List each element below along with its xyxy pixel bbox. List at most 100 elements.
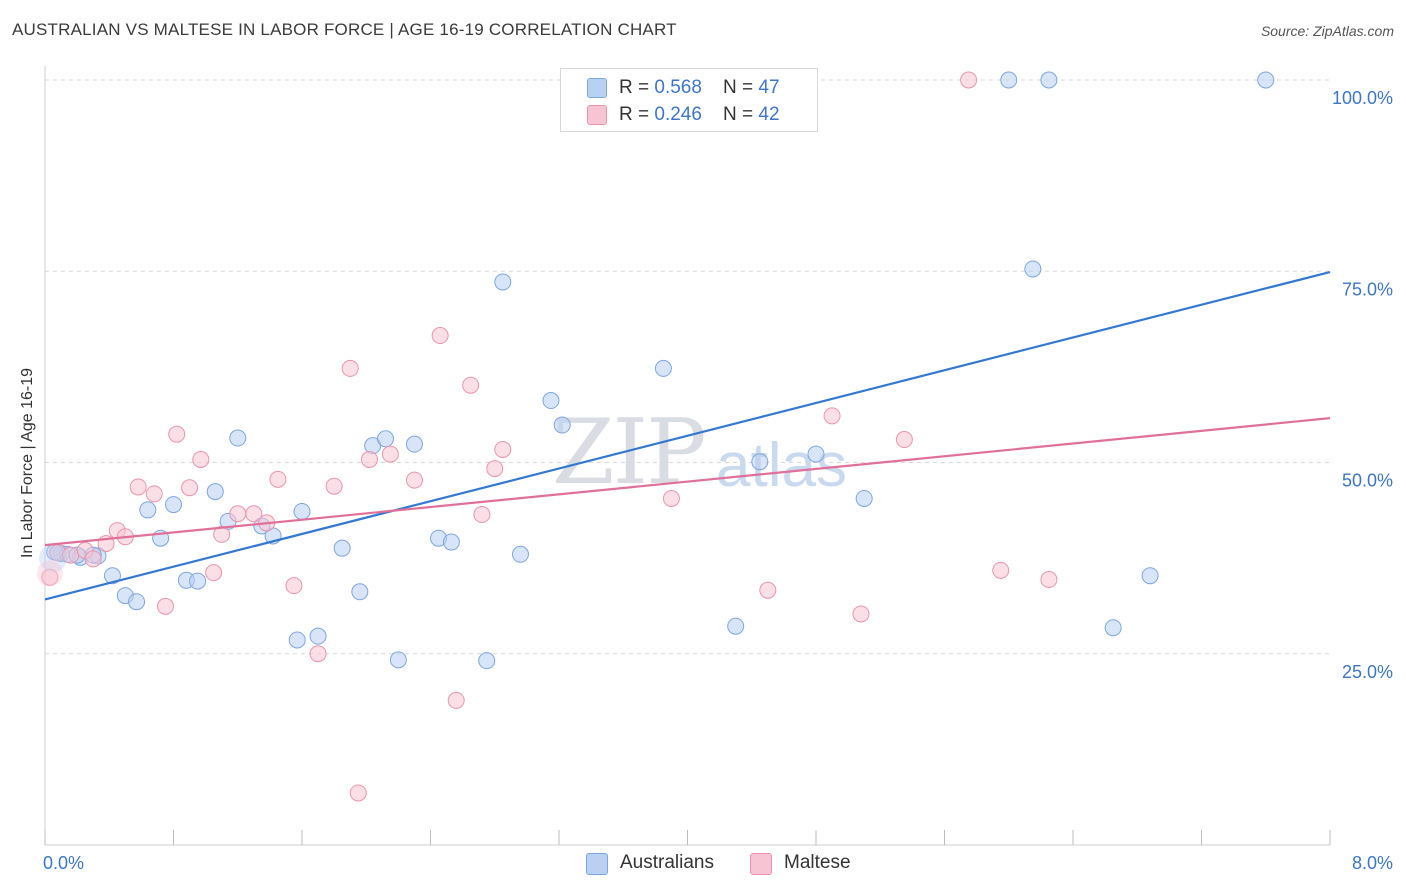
- australians-n-value: 47: [758, 77, 780, 98]
- maltese-point: [960, 71, 978, 89]
- watermark-atlas: atlas: [716, 431, 847, 500]
- maltese-legend-label: Maltese: [784, 852, 851, 873]
- maltese-r-value: 0.246: [654, 104, 702, 125]
- y-axis-label: In Labor Force | Age 16-19: [19, 367, 36, 559]
- australians-point: [727, 617, 745, 635]
- australians-point: [333, 539, 351, 557]
- australians-point: [1141, 567, 1159, 585]
- australians-n-label: N =: [723, 77, 759, 98]
- australians-point: [511, 545, 529, 563]
- maltese-point: [156, 597, 174, 615]
- australians-point: [542, 392, 560, 410]
- australians-point: [309, 627, 327, 645]
- australians-point: [1104, 619, 1122, 637]
- maltese-point: [213, 525, 231, 543]
- australians-point: [1040, 71, 1058, 89]
- maltese-n-value: 42: [758, 104, 780, 125]
- australians-point: [288, 631, 306, 649]
- maltese-point: [229, 505, 247, 523]
- maltese-point: [992, 561, 1010, 579]
- australians-point: [206, 483, 224, 501]
- australians-r-value: 0.568: [654, 77, 702, 98]
- maltese-point: [462, 376, 480, 394]
- y-tick-label: 50.0%: [1342, 471, 1393, 491]
- australians-legend-label: Australians: [620, 852, 714, 873]
- maltese-point: [325, 477, 343, 495]
- gridlines: [45, 79, 1330, 655]
- australians-point: [229, 429, 247, 447]
- maltese-point: [181, 479, 199, 497]
- australians-point: [1024, 260, 1042, 278]
- maltese-point: [205, 564, 223, 582]
- maltese-point: [285, 577, 303, 595]
- maltese-trend-line: [44, 417, 1331, 547]
- y-tick-label: 25.0%: [1342, 662, 1393, 682]
- y-tick-label: 100.0%: [1332, 88, 1393, 108]
- australians-point: [128, 593, 146, 611]
- axes: [44, 66, 1331, 846]
- australians-point: [751, 453, 769, 471]
- maltese-point: [486, 460, 504, 478]
- maltese-point: [309, 645, 327, 663]
- maltese-point: [405, 471, 423, 489]
- maltese-point: [84, 550, 102, 568]
- maltese-point: [168, 425, 186, 443]
- australians-swatch: [587, 78, 607, 98]
- maltese-point: [431, 327, 449, 345]
- australians-point: [39, 544, 68, 573]
- australians-point: [189, 572, 207, 590]
- maltese-point: [823, 407, 841, 425]
- maltese-point: [360, 450, 378, 468]
- maltese-point: [192, 450, 210, 468]
- maltese-point: [129, 478, 147, 496]
- australians-point: [553, 416, 571, 434]
- australians-point: [807, 445, 825, 463]
- australians-point: [494, 273, 512, 291]
- maltese-point: [269, 470, 287, 488]
- maltese-point: [473, 506, 491, 524]
- maltese-point: [245, 505, 263, 523]
- maltese-r-label: R =: [619, 104, 655, 125]
- maltese-point: [447, 691, 465, 709]
- australians-point: [389, 651, 407, 669]
- australians-point: [478, 652, 496, 670]
- maltese-point: [41, 568, 59, 586]
- australians-point: [1257, 71, 1275, 89]
- maltese-n-label: N =: [723, 104, 759, 125]
- australians-point: [103, 567, 121, 585]
- maltese-point: [662, 489, 680, 507]
- source-label: Source: ZipAtlas.com: [1260, 23, 1394, 39]
- maltese-point: [381, 445, 399, 463]
- correlation-legend: R = 0.568 N = 47 R = 0.246 N = 42: [560, 68, 818, 132]
- maltese-point: [494, 440, 512, 458]
- maltese-legend-swatch: [750, 853, 772, 875]
- australians-point: [405, 435, 423, 453]
- australians-point: [855, 489, 873, 507]
- australians-trend-line: [44, 270, 1331, 601]
- y-tick-label: 75.0%: [1342, 279, 1393, 299]
- australians-point: [293, 502, 311, 520]
- maltese-point: [895, 431, 913, 449]
- maltese-point: [349, 784, 367, 802]
- maltese-point: [145, 485, 163, 503]
- maltese-point: [1040, 571, 1058, 589]
- australians-r-label: R =: [619, 77, 655, 98]
- x-tick-label: 8.0%: [1352, 853, 1393, 873]
- data-points: [36, 71, 1275, 802]
- australians-point: [139, 501, 157, 519]
- maltese-point: [852, 605, 870, 623]
- australians-point: [654, 359, 672, 377]
- australians-point: [351, 583, 369, 601]
- australians-point: [165, 496, 182, 514]
- chart-title: AUSTRALIAN VS MALTESE IN LABOR FORCE | A…: [12, 20, 677, 39]
- australians-legend-swatch: [586, 853, 608, 875]
- tick-labels: 25.0% 50.0% 75.0% 100.0% 0.0% 8.0%: [43, 88, 1393, 873]
- australians-point: [377, 430, 395, 448]
- x-tick-label: 0.0%: [43, 853, 84, 873]
- australians-point: [1000, 71, 1018, 89]
- australians-point: [442, 533, 460, 551]
- trend-lines: [44, 270, 1331, 601]
- maltese-point: [36, 560, 63, 587]
- maltese-swatch: [587, 105, 607, 125]
